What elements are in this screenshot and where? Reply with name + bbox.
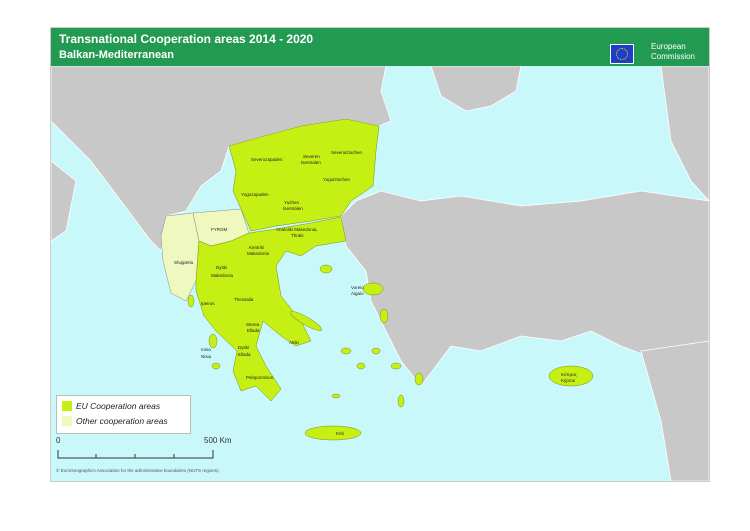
land-north [51,65,392,252]
label-anatoliki-makedonia: Anatoliki Makedonia, [276,227,318,232]
region-kypros [548,365,594,387]
label-voreio-aigaio: Voreio [351,285,364,290]
label-kentriki-makedonia: Makedonia [247,251,270,256]
label-severoiztochen: Severoiztochen [331,150,363,155]
label-ionia-nisia: Ionia [201,347,211,352]
land-italy-tip [51,160,77,242]
island [319,264,333,274]
legend-label: Other cooperation areas [76,416,168,426]
label-dytiki-makedonia: Makedonia [211,273,234,278]
label-yuzhen: tsentralen [283,206,303,211]
island-lesvos [362,282,384,296]
map-canvas: Severozapaden Severen tsentralen Severoi… [51,65,709,481]
land-levant [640,340,709,481]
logo-text: European [651,42,686,51]
island [331,393,341,399]
island [379,308,389,324]
island [371,347,381,355]
european-commission-logo: European Commission [583,32,703,64]
label-yugoiztochen: Yugoiztochen [323,177,351,182]
map-header: Transnational Cooperation areas 2014 - 2… [51,28,709,66]
label-kriti: Kriti [336,431,344,436]
island [340,347,352,355]
map-frame: Transnational Cooperation areas 2014 - 2… [50,27,710,482]
legend-item-eu: EU Cooperation areas [62,401,160,411]
island [356,362,366,370]
land-east-black-sea [660,65,709,202]
island [414,372,424,386]
label-ionia-nisia: Nisia [201,354,211,359]
map-legend: EU Cooperation areas Other cooperation a… [56,395,191,434]
island [390,362,402,370]
label-sterea-ellada: Ellada [247,328,260,333]
label-fyrom: FYROM [211,227,228,232]
region-kriti [304,425,362,441]
land-turkey [340,190,709,387]
label-sterea-ellada: Sterea [246,322,260,327]
region-bulgaria [228,118,380,232]
label-peloponnisos: Peloponnisos [246,375,274,380]
label-yugozapaden: Yugozapaden [241,192,269,197]
label-kypros: Kýpros [561,378,576,383]
label-severen: tsentralen [301,160,321,165]
island [187,294,195,308]
region-greece-mainland [195,216,347,402]
scale-ruler [57,450,214,459]
land-crimea [430,65,522,112]
credit-text: © EuroGeographics Association for the ad… [56,468,219,473]
eu-flag-icon [610,44,634,64]
island [208,333,218,349]
label-shqiperia: Shqipëria [174,260,194,265]
logo-text: Commission [651,52,696,61]
label-thessalia: Thessalia [234,297,254,302]
label-voreio-aigaio: Aigaio [351,291,364,296]
label-severozapaden: Severozapaden [251,157,283,162]
label-kentriki-makedonia: Kentriki [249,245,264,250]
label-yuzhen: Yuzhen [284,200,300,205]
region-shqiperia [160,212,200,302]
label-dytiki-ellada: Ellada [238,352,251,357]
scale-start: 0 [56,436,61,445]
island [397,394,405,408]
label-thraki: Thraki [291,233,304,238]
label-kypros: Κύπρος [561,371,578,377]
label-severen: Severen [303,154,320,159]
map-subtitle: Balkan-Mediterranean [59,49,174,61]
label-ipeiros: Ipeiros [201,301,215,306]
island [211,362,221,370]
legend-label: EU Cooperation areas [76,401,161,411]
island-evia [290,311,322,331]
legend-item-other: Other cooperation areas [62,416,168,426]
map-title: Transnational Cooperation areas 2014 - 2… [59,32,314,46]
label-dytiki-ellada: Dytiki [238,345,249,350]
label-dytiki-makedonia: Dytiki [216,265,227,270]
label-attiki: Attiki [289,340,299,345]
scale-end: 500 Km [204,436,232,445]
